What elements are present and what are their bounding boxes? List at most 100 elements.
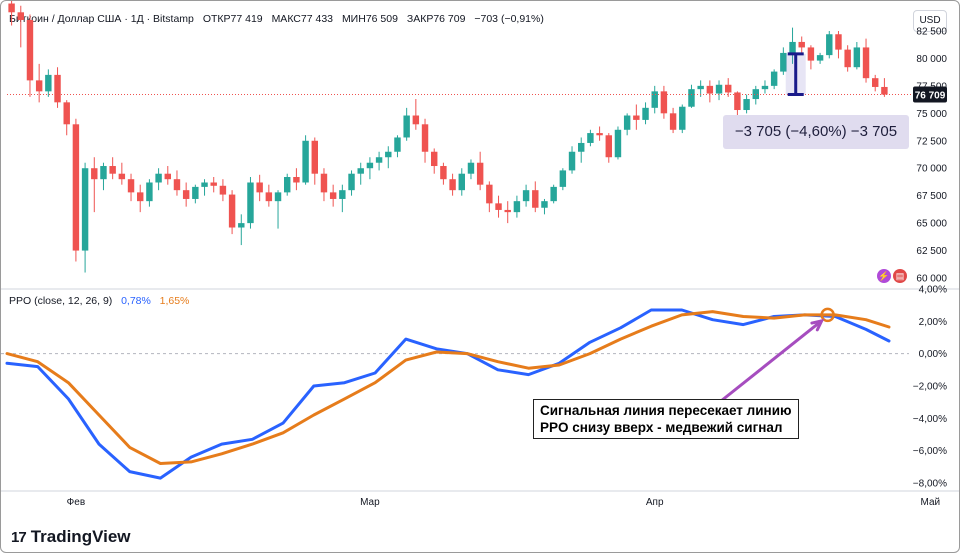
candle-body: [329, 192, 337, 199]
candle-body: [541, 201, 548, 208]
candle-body: [228, 194, 236, 228]
candle-body: [45, 74, 52, 92]
candle-body: [835, 34, 842, 50]
candle-body: [201, 182, 208, 187]
candle-body: [210, 182, 217, 186]
price-tick-label: 60 000: [916, 274, 947, 285]
price-tick-label: 82 500: [916, 26, 947, 37]
price-tick-label: 62 500: [916, 246, 947, 257]
candle-body: [394, 137, 401, 152]
candle-body: [568, 151, 576, 171]
candle-body: [440, 166, 447, 180]
symbol-header: Биткоин / Доллар США · 1Д · Bitstamp ОТК…: [9, 13, 550, 25]
ppo-tick-label: −2,00%: [913, 381, 947, 392]
low-value: МИН76 509: [341, 13, 398, 25]
change-value: −703 (−0,91%): [474, 13, 544, 25]
candle-body: [339, 190, 346, 199]
candle-body: [715, 84, 723, 94]
candle-body: [17, 12, 24, 20]
signal-line: [5, 310, 891, 465]
candle-body: [522, 190, 530, 202]
candle-body: [431, 151, 438, 167]
candle-body: [421, 124, 429, 152]
price-tick-label: 70 000: [916, 164, 947, 175]
candle-body: [587, 133, 594, 143]
ppo-tick-label: 4,00%: [919, 285, 947, 296]
candle-body: [559, 170, 567, 187]
price-tick-label: 72 500: [916, 136, 947, 147]
candle-body: [238, 223, 245, 228]
candle-body: [467, 162, 475, 174]
ppo-tick-label: 2,00%: [919, 317, 947, 328]
candle-body: [596, 133, 603, 136]
arrow-head: [810, 318, 825, 332]
candle-body: [72, 124, 80, 251]
ppo-legend: PPO (close, 12, 26, 9) 0,78% 1,65%: [9, 295, 189, 307]
candle-body: [155, 173, 162, 183]
candle-body: [743, 99, 750, 111]
candle-body: [35, 80, 43, 92]
candle-body: [504, 209, 511, 213]
candle-body: [265, 192, 273, 202]
candle-body: [375, 157, 383, 163]
candle-body: [403, 115, 410, 138]
candle-body: [476, 162, 484, 185]
candle-body: [385, 151, 392, 158]
candle-body: [412, 115, 420, 125]
flash-icon[interactable]: ⚡: [877, 269, 891, 283]
candle-body: [789, 41, 796, 53]
candle-body: [127, 179, 135, 193]
candle-body: [697, 85, 704, 90]
candle-body: [761, 85, 769, 90]
last-price-tag: [913, 86, 947, 103]
candle-body: [274, 192, 282, 202]
candle-body: [63, 102, 70, 125]
candle-body: [734, 92, 741, 111]
ppo-label[interactable]: PPO (close, 12, 26, 9): [9, 295, 113, 307]
price-tick-label: 67 500: [916, 191, 947, 202]
candle-body: [146, 182, 153, 202]
candle-body: [605, 135, 612, 158]
candle-body: [752, 89, 759, 100]
candle-body: [26, 19, 34, 81]
candle-body: [109, 166, 116, 174]
price-tick-label: 77 500: [916, 81, 947, 92]
time-tick-label: Мар: [360, 497, 380, 508]
candle-body: [173, 179, 181, 191]
ppo-tick-label: −6,00%: [913, 446, 947, 457]
candle-body: [633, 115, 640, 120]
last-price-label: 76 709: [915, 91, 946, 102]
candle-body: [247, 182, 254, 224]
candle-body: [320, 173, 328, 193]
candle-body: [578, 142, 585, 152]
candle-body: [348, 173, 355, 191]
close-value: ЗАКР76 709: [406, 13, 466, 25]
candle-body: [513, 201, 521, 213]
candle-body: [688, 89, 695, 107]
arrow-shaft: [720, 319, 823, 403]
logo-text: TradingView: [30, 527, 131, 546]
annotation-line-2: PPO снизу вверх - медвежий сигнал: [540, 420, 783, 435]
symbol-label[interactable]: Биткоин / Доллар США · 1Д · Bitstamp: [9, 13, 194, 25]
candle-body: [100, 166, 107, 180]
price-tick-label: 65 000: [916, 219, 947, 230]
flag-icon[interactable]: ▤: [893, 269, 907, 283]
annotation-line-1: Сигнальная линия пересекает линию: [540, 403, 792, 418]
currency-button[interactable]: USD: [913, 10, 947, 32]
candle-body: [495, 203, 502, 210]
crossover-marker: [820, 307, 835, 323]
candle-body: [366, 162, 374, 169]
candle-body: [706, 85, 714, 94]
candle-body: [862, 47, 870, 79]
ppo-tick-label: 0,00%: [919, 349, 947, 360]
candle-body: [623, 115, 631, 130]
candle-body: [164, 173, 171, 180]
candle-body: [816, 55, 824, 61]
candle-body: [826, 34, 833, 56]
candle-body: [91, 168, 98, 180]
candle-body: [311, 140, 318, 174]
price-tick-label: 80 000: [916, 54, 947, 65]
candle-body: [118, 173, 126, 180]
